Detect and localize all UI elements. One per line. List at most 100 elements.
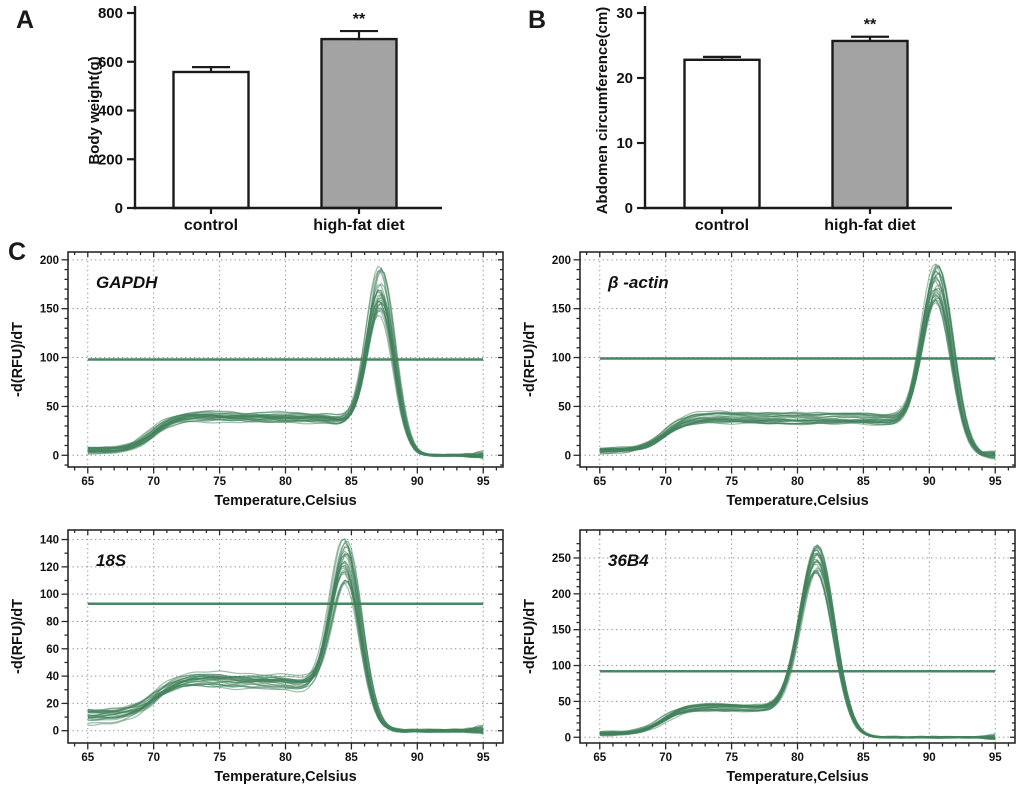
x-tick-label: 75	[725, 752, 738, 764]
y-axis-label: -d(RFU)/dT	[522, 322, 538, 397]
x-axis-label: Temperature,Celsius	[214, 493, 356, 506]
y-tick-label: 200	[552, 589, 571, 601]
y-tick-label: 200	[40, 255, 59, 267]
x-axis-label: Temperature,Celsius	[726, 493, 868, 506]
axis-ticks	[61, 530, 503, 750]
x-tick-label: 70	[147, 752, 160, 764]
x-tick-label: 80	[791, 752, 804, 764]
y-tick-label: 60	[46, 644, 59, 656]
abdomen-circumference-bar-chart: 0 10 20 30 control high-fat diet Abdomen circu…	[594, 5, 952, 234]
melt-curves	[87, 265, 484, 460]
y-tick-label: 150	[552, 304, 571, 316]
x-tick-label: 85	[857, 752, 870, 764]
bar-high-fat-diet	[320, 37, 398, 210]
gene-title: β -actin	[607, 273, 669, 292]
gridlines	[580, 530, 1015, 743]
y-tick-label: 800	[98, 5, 123, 22]
melt-curves	[599, 544, 996, 741]
error-bar	[851, 35, 889, 42]
y-axis-label: -d(RFU)/dT	[10, 322, 26, 397]
melt-plot-bactin: 65 70 75 80 85 90 95 0 50 100 150 200 Temperature,Ce…	[522, 251, 1016, 506]
melt-curves	[599, 263, 996, 460]
y-tick-label: 200	[98, 151, 123, 168]
bar-chart-B: 0 10 20 30 control high-fat diet Abdomen circu…	[594, 5, 952, 234]
x-tick-label: 75	[725, 476, 738, 488]
y-tick-label: 40	[46, 671, 59, 683]
y-tick-label: 0	[53, 726, 59, 738]
error-bar	[703, 55, 741, 61]
x-tick-label: 95	[989, 752, 1002, 764]
x-tick-label: 65	[81, 752, 94, 764]
gridlines	[68, 252, 503, 467]
y-tick-label: 80	[46, 616, 59, 628]
error-bar	[340, 29, 378, 41]
y-tick-label: 50	[46, 401, 59, 413]
y-tick-label: 120	[40, 562, 59, 574]
axis-ticks	[573, 252, 1015, 474]
melt-curve-plot-18s: 65 70 75 80 85 90 95 0 20 40 60 80 100 120 140 Temperat…	[10, 529, 504, 785]
x-tick-label: 90	[923, 752, 936, 764]
body-weight-bar-chart: 0 200 400 600 800 control high-fat diet Body we…	[86, 5, 442, 234]
x-tick-label: 75	[213, 752, 226, 764]
x-tick-label: 95	[477, 752, 490, 764]
y-tick-label: 100	[552, 353, 571, 365]
x-tick-label: 75	[213, 476, 226, 488]
y-tick-label: 50	[558, 696, 571, 708]
x-tick-label: 70	[659, 752, 672, 764]
y-tick-label: 100	[40, 589, 59, 601]
y-tick-label: 100	[40, 353, 59, 365]
significance-marker: **	[864, 17, 877, 34]
x-axis-label: Temperature,Celsius	[214, 769, 356, 785]
x-tick-label: 85	[345, 476, 358, 488]
gene-title: 18S	[96, 551, 127, 570]
y-axis-label: -d(RFU)/dT	[10, 599, 26, 674]
error-bar	[192, 66, 230, 73]
y-tick-label: 140	[40, 535, 59, 547]
axes: 0 200 400 600 800	[98, 5, 442, 217]
y-axis-label: -d(RFU)/dT	[522, 599, 538, 674]
y-tick-label: 250	[552, 553, 571, 565]
gene-title: GAPDH	[96, 273, 158, 292]
y-tick-label: 150	[552, 625, 571, 637]
panel-b-label: B	[528, 6, 547, 34]
axis-ticks	[573, 530, 1015, 750]
bar-control	[172, 70, 250, 210]
melt-plot-18S: 65 70 75 80 85 90 95 0 20 40 60 80 100 120 140 Temperat…	[10, 529, 504, 785]
y-tick-label: 0	[115, 200, 123, 217]
x-tick-label: 90	[411, 752, 424, 764]
category-label: control	[695, 217, 749, 234]
y-axis-label: Abdomen circumference(cm)	[594, 7, 611, 215]
y-tick-label: 200	[552, 255, 571, 267]
y-tick-label: 30	[616, 5, 633, 22]
y-tick-label: 10	[616, 135, 633, 152]
panel-a-label: A	[16, 6, 35, 34]
x-tick-label: 90	[411, 476, 424, 488]
category-label: high-fat diet	[313, 217, 405, 234]
bar-control	[683, 58, 761, 210]
melt-plot-36B4: 65 70 75 80 85 90 95 0 50 100 150 200 250 Temperature…	[522, 529, 1016, 785]
y-tick-label: 0	[53, 450, 59, 462]
y-tick-label: 0	[625, 200, 633, 217]
melt-plot-GAPDH: 65 70 75 80 85 90 95 0 50 100 150 200 Temperature,Ce…	[10, 251, 504, 506]
y-tick-label: 400	[98, 103, 123, 120]
x-tick-label: 80	[279, 752, 292, 764]
x-tick-label: 65	[593, 752, 606, 764]
y-axis-label: Body weight(g)	[86, 56, 103, 164]
x-tick-label: 70	[147, 476, 160, 488]
y-tick-label: 150	[40, 304, 59, 316]
y-tick-label: 0	[565, 450, 571, 462]
bar-chart-A: 0 200 400 600 800 control high-fat diet Body we…	[86, 5, 442, 234]
axis-ticks	[61, 252, 503, 474]
axes: 0 10 20 30	[616, 5, 952, 217]
x-tick-label: 80	[279, 476, 292, 488]
y-tick-label: 20	[46, 698, 59, 710]
x-tick-label: 85	[857, 476, 870, 488]
melt-curves	[87, 537, 484, 735]
x-tick-label: 65	[593, 476, 606, 488]
melt-curve-plot-beta-actin: 65 70 75 80 85 90 95 0 50 100 150 200 Temperature,Ce…	[522, 251, 1016, 506]
y-tick-label: 0	[565, 732, 571, 744]
y-tick-label: 600	[98, 54, 123, 71]
bar-high-fat-diet	[831, 39, 909, 210]
melt-curve-plot-gapdh: 65 70 75 80 85 90 95 0 50 100 150 200 Temperature,Ce…	[10, 251, 504, 506]
